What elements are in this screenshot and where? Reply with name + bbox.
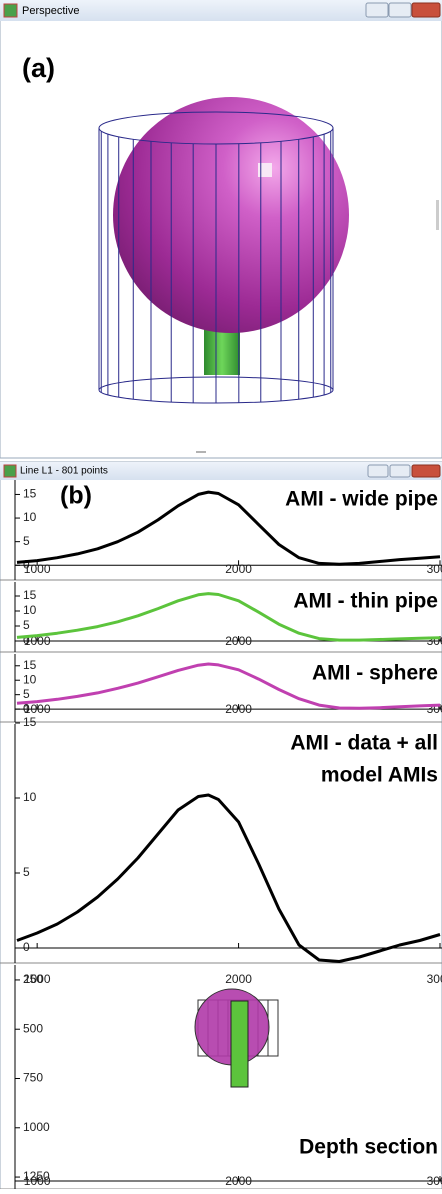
scroll-stub [436,200,439,230]
x-tick-label: 2000 [225,634,252,648]
app-icon [4,4,17,17]
y-tick-label: 750 [23,1071,43,1085]
y-tick-label: 500 [23,1021,43,1035]
x-tick-label: 2000 [225,702,252,716]
x-tick-label: 3000 [427,972,442,986]
chart-title: AMI - data + all [290,732,438,755]
x-tick-label: 3000 [427,562,442,576]
window-line [0,462,442,1189]
window-title: Line L1 - 801 points [20,466,108,477]
minimize-button[interactable] [368,465,388,477]
y-tick-label: 250 [23,972,43,986]
y-tick-label: 15 [23,487,37,501]
y-tick-label: 5 [23,687,30,701]
y-tick-label: 15 [23,658,37,672]
chart-title: AMI - thin pipe [293,590,438,613]
y-tick-label: 10 [23,603,37,617]
window-controls [368,465,440,477]
y-tick-label: 0 [23,940,30,954]
x-tick-label: 2000 [225,562,252,576]
y-tick-label: 5 [23,534,30,548]
x-tick-label: 2000 [225,972,252,986]
y-tick-label: 15 [23,588,37,602]
y-tick-label: 10 [23,672,37,686]
maximize-button[interactable] [390,465,410,477]
window-title: Perspective [22,5,79,17]
minimize-button[interactable] [366,3,388,17]
y-tick-label: 10 [23,790,37,804]
x-tick-label: 1000 [24,562,51,576]
y-tick-label: 5 [23,618,30,632]
x-tick-label: 3000 [427,1174,442,1188]
y-tick-label: 5 [23,865,30,879]
x-tick-label: 1000 [24,702,51,716]
close-button[interactable] [412,465,440,477]
chart-title: AMI - sphere [312,662,438,685]
chart-title: AMI - wide pipe [285,488,438,511]
chart-title: model AMIs [321,764,438,787]
maximize-button[interactable] [389,3,411,17]
x-tick-label: 1000 [24,1174,51,1188]
x-tick-label: 2000 [225,1174,252,1188]
y-tick-label: 10 [23,510,37,524]
panel-label: (a) [22,53,55,83]
y-tick-label: 1000 [23,1120,50,1134]
panel-label: (b) [60,482,92,510]
screenshot: Perspective (a) Line L1 - 801 points 051… [0,0,442,1189]
app-icon [4,465,16,477]
chart-title: Depth section [299,1136,438,1159]
window-controls [366,3,440,17]
highlight [258,163,272,177]
close-button[interactable] [412,3,440,17]
thin-pipe-section [231,1001,248,1087]
y-tick-label: 15 [23,715,37,729]
